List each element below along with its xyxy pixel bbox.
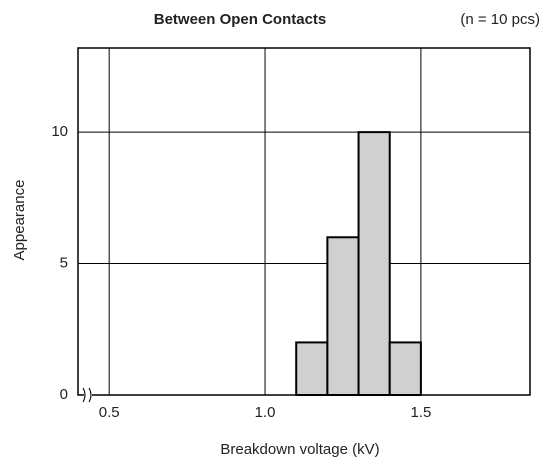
bar — [326, 236, 360, 396]
y-tick-label: 5 — [60, 255, 68, 272]
bar — [295, 341, 329, 397]
axis-break — [82, 387, 92, 403]
y-tick-label: 10 — [51, 123, 68, 140]
bar — [388, 341, 422, 397]
x-axis-label: Breakdown voltage (kV) — [220, 441, 379, 458]
y-tick-label: 0 — [60, 386, 68, 403]
axis-break-gap — [84, 387, 92, 403]
x-tick-label: 1.5 — [410, 404, 431, 421]
x-tick-label: 1.0 — [255, 404, 276, 421]
plot-frame — [77, 47, 531, 396]
y-axis-label: Appearance — [11, 180, 28, 261]
annotation: (n = 10 pcs) — [460, 11, 540, 28]
chart-title: Between Open Contacts — [154, 11, 327, 28]
x-tick-label: 0.5 — [99, 404, 120, 421]
bar — [357, 131, 391, 396]
